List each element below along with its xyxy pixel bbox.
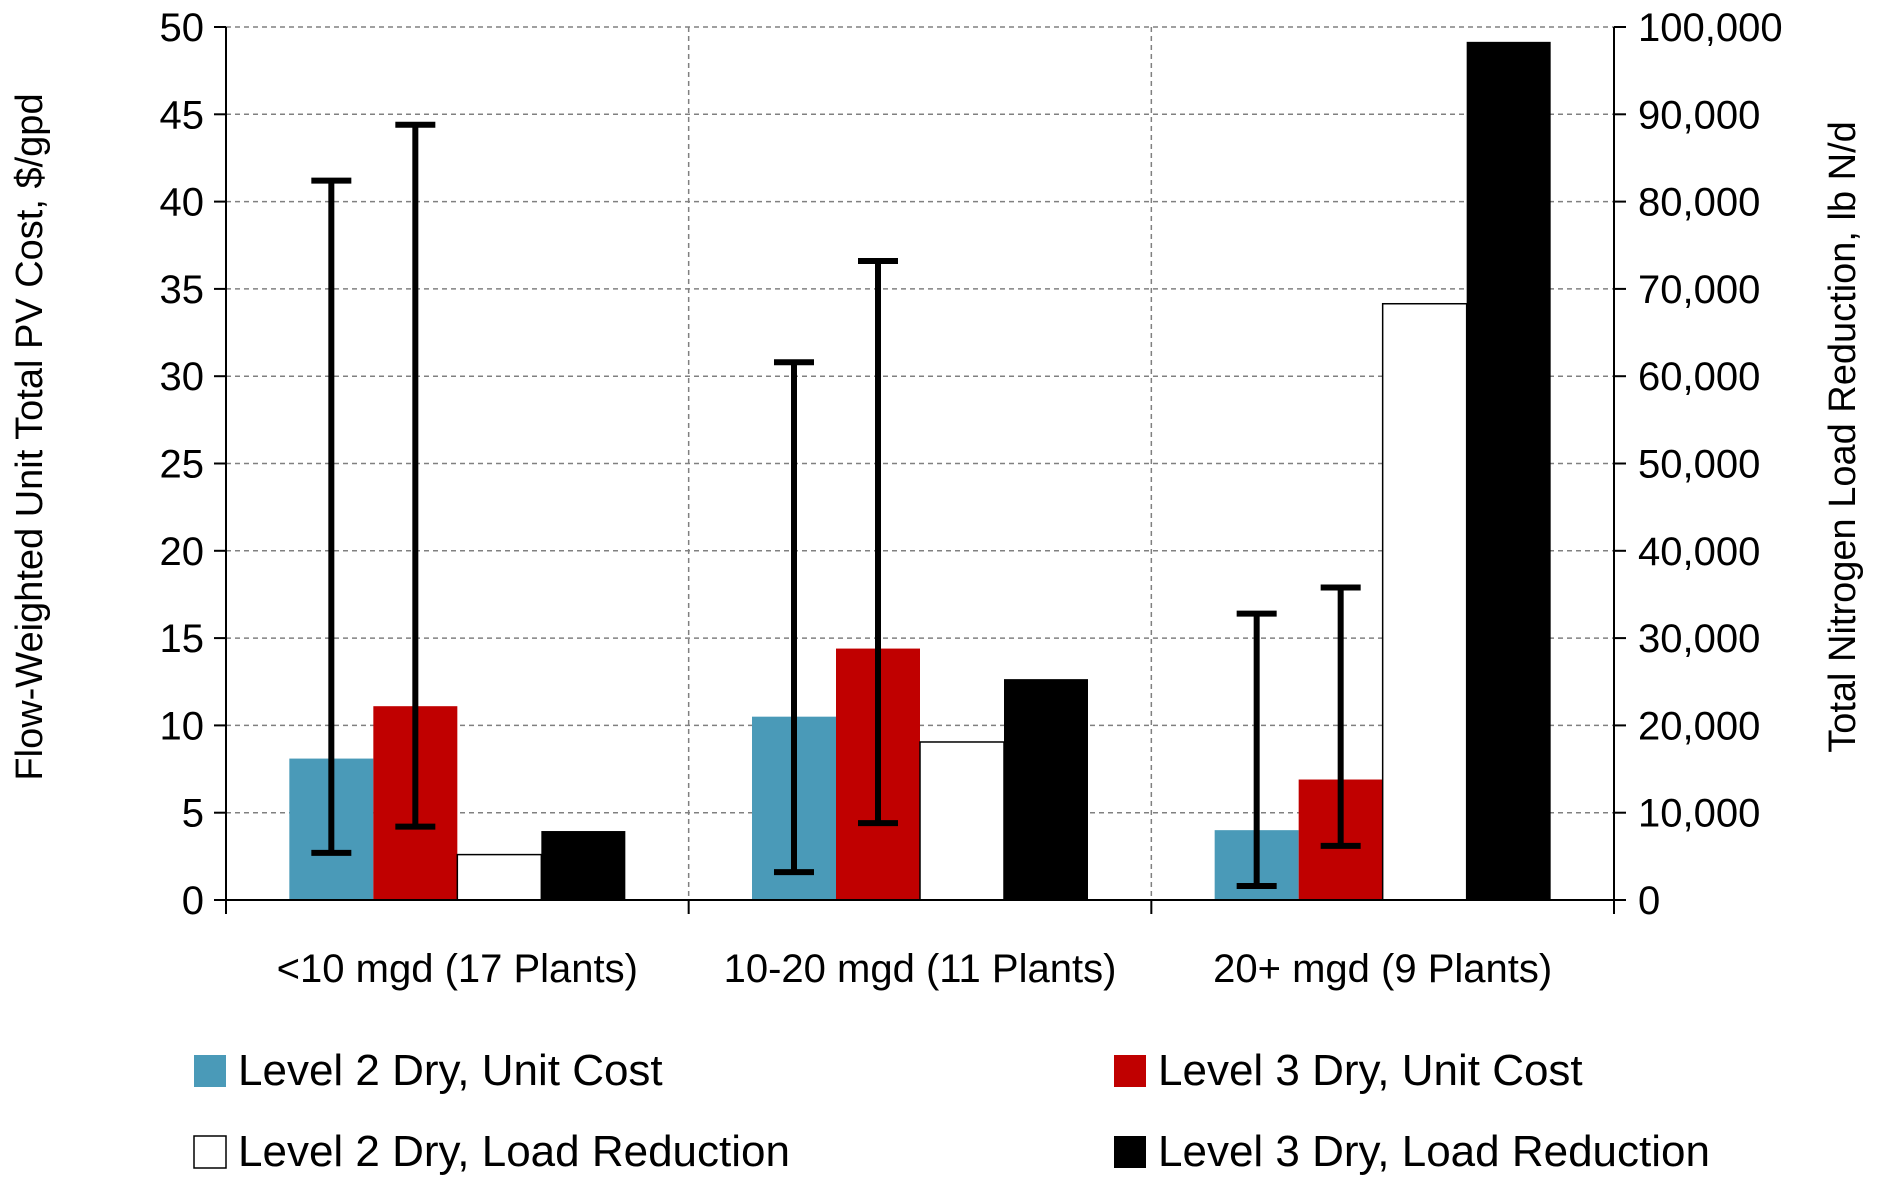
right-tick-label: 80,000 [1638, 181, 1760, 225]
category-label: 10-20 mgd (11 Plants) [724, 947, 1117, 991]
left-tick-label: 20 [160, 530, 205, 574]
right-tick-label: 100,000 [1638, 6, 1783, 50]
bar-level-2-dry-load-reduction [919, 741, 1005, 901]
category-label: 20+ mgd (9 Plants) [1213, 947, 1552, 991]
left-tick-label: 0 [182, 879, 204, 923]
right-tick-label: 40,000 [1638, 530, 1760, 574]
legend-item: Level 2 Dry, Unit Cost [194, 1046, 663, 1095]
bar-level-2-dry-load-reduction [456, 853, 543, 901]
right-tick-label: 30,000 [1638, 617, 1760, 661]
category-label: <10 mgd (17 Plants) [277, 947, 638, 991]
legend-swatch [1114, 1136, 1146, 1168]
left-tick-label: 45 [160, 93, 205, 137]
left-tick-label: 10 [160, 704, 205, 748]
bar-level-2-dry-load-reduction [1381, 302, 1468, 901]
bar-level-3-dry-load-reduction [1004, 679, 1088, 900]
legend-item: Level 3 Dry, Load Reduction [1114, 1127, 1710, 1176]
left-axis-title: Flow-Weighted Unit Total PV Cost, $/gpd [9, 93, 51, 780]
left-tick-label: 15 [160, 617, 205, 661]
legend-item: Level 3 Dry, Unit Cost [1114, 1046, 1583, 1095]
right-tick-label: 50,000 [1638, 443, 1760, 487]
legend-label: Level 2 Dry, Load Reduction [238, 1127, 790, 1176]
legend-swatch [194, 1055, 226, 1087]
legend-label: Level 3 Dry, Unit Cost [1158, 1046, 1583, 1095]
left-tick-label: 5 [182, 792, 204, 836]
left-tick-label: 40 [160, 181, 205, 225]
legend-label: Level 3 Dry, Load Reduction [1158, 1127, 1710, 1176]
right-tick-label: 10,000 [1638, 792, 1760, 836]
legend-item: Level 2 Dry, Load Reduction [193, 1127, 790, 1176]
error-bars [311, 121, 1361, 890]
left-tick-label: 30 [160, 355, 205, 399]
right-tick-label: 90,000 [1638, 93, 1760, 137]
category-labels: <10 mgd (17 Plants) 10-20 mgd (11 Plants)… [277, 947, 1553, 991]
left-tick-label: 50 [160, 6, 205, 50]
left-tick-label: 25 [160, 443, 205, 487]
bar-level-3-dry-load-reduction [541, 831, 626, 900]
legend-swatch [1114, 1055, 1146, 1087]
left-tick-label: 35 [160, 268, 205, 312]
bars [289, 41, 1551, 901]
legend: Level 2 Dry, Unit Cost Level 3 Dry, Unit … [193, 1046, 1710, 1176]
right-tick-label: 60,000 [1638, 355, 1760, 399]
left-axis-ticks: 0 5 10 15 20 25 30 35 40 45 50 [160, 6, 226, 923]
legend-label: Level 2 Dry, Unit Cost [238, 1046, 663, 1095]
legend-swatch [193, 1135, 227, 1169]
right-tick-label: 0 [1638, 879, 1660, 923]
bar-level-3-dry-load-reduction [1466, 41, 1551, 900]
right-axis-ticks: 0 10,000 20,000 30,000 40,000 50,000 60,000 70,… [1614, 6, 1783, 923]
right-tick-label: 20,000 [1638, 704, 1760, 748]
right-tick-label: 70,000 [1638, 268, 1760, 312]
right-axis-title: Total Nitrogen Load Reduction, lb N/d [1822, 121, 1864, 753]
